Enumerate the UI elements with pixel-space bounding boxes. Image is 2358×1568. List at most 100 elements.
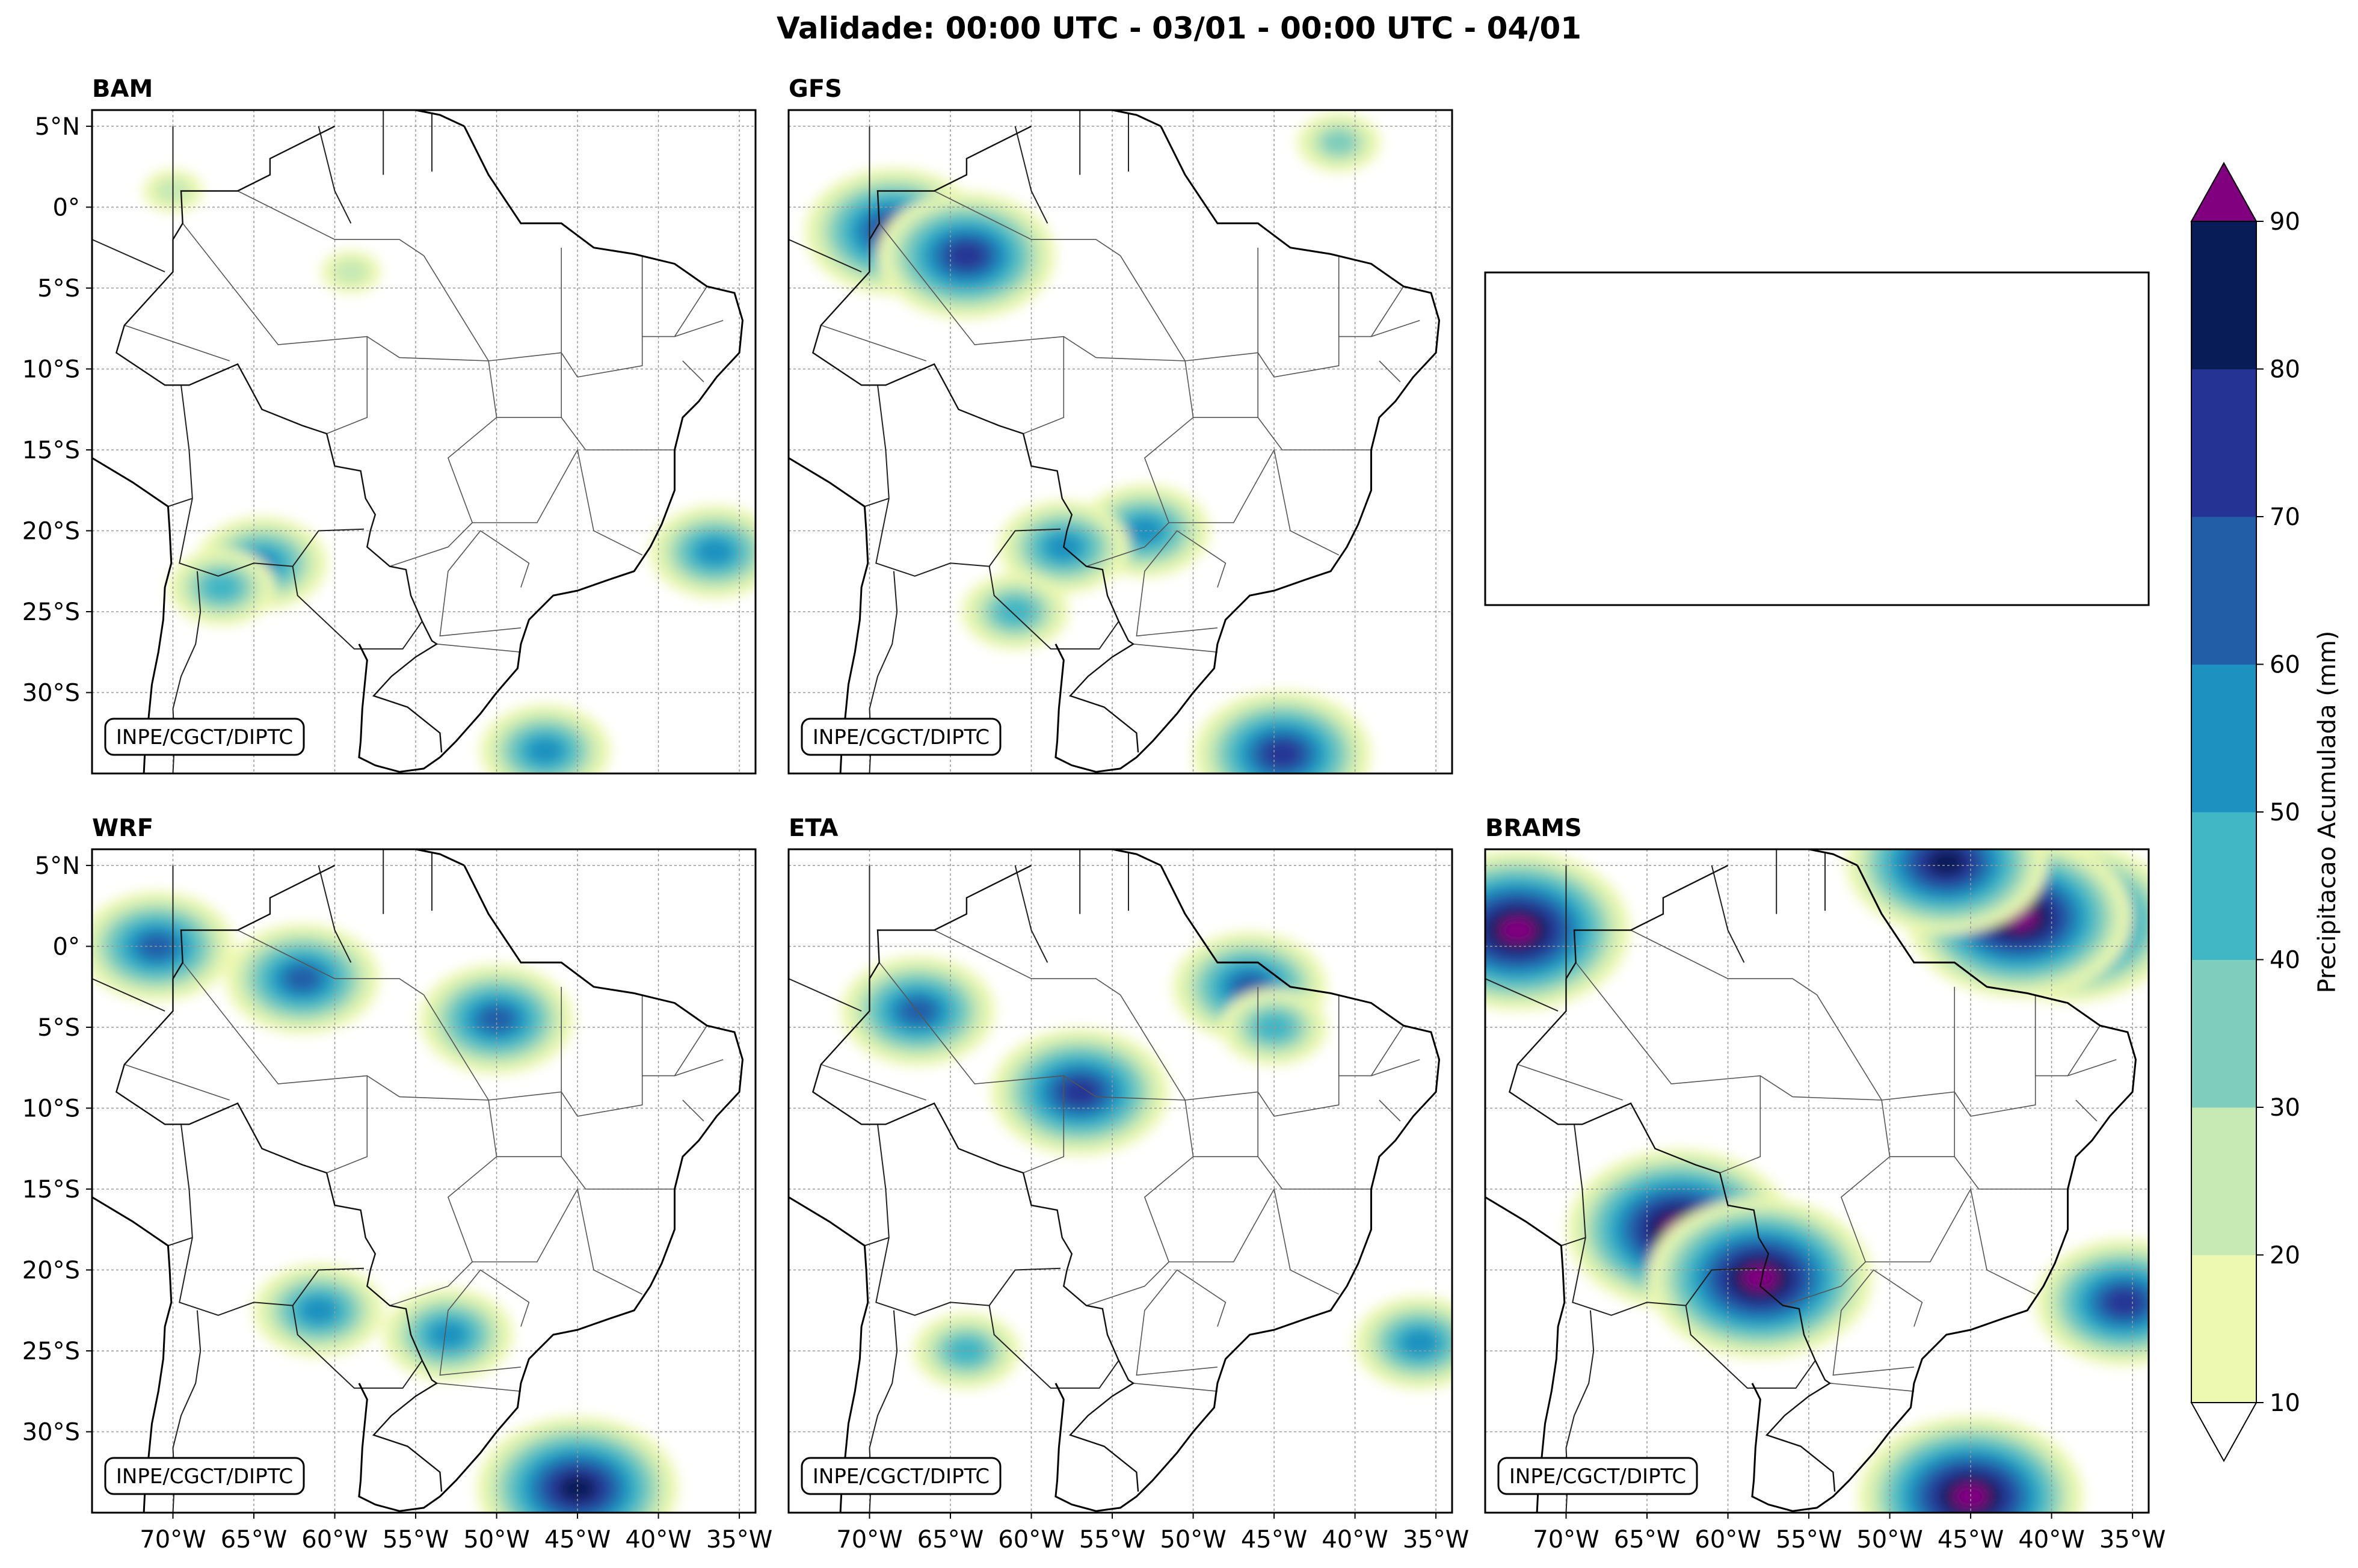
colorbar-extend-min — [2190, 1402, 2258, 1463]
lon-tick-label: 70°W — [1533, 1526, 1599, 1554]
lat-tick-label: 15°S — [22, 437, 80, 464]
map-frame — [787, 848, 1453, 1514]
lon-tick-label: 45°W — [544, 1526, 611, 1554]
lon-tick-label: 45°W — [1241, 1526, 1307, 1554]
lat-tick-label: 5°S — [37, 275, 80, 303]
colorbar-tick-label: 40 — [2270, 947, 2300, 974]
precip-blob — [1952, 1483, 1989, 1510]
map-frame — [91, 109, 757, 775]
colorbar-segment — [2191, 812, 2256, 960]
credit-text: INPE/CGCT/DIPTC — [813, 1465, 990, 1489]
lat-tick-label: 10°S — [22, 1095, 80, 1122]
panel-brams: BRAMS INPE/CGCT/DIPTC 70°W 65°W 60°W 55°W 50°W… — [1484, 814, 2166, 1554]
colorbar-extend-max — [2190, 161, 2258, 222]
colorbar-segment — [2191, 959, 2256, 1108]
credit-text: INPE/CGCT/DIPTC — [1509, 1465, 1686, 1489]
lat-tick-label: 0° — [53, 933, 80, 961]
precip-blob — [203, 574, 241, 601]
lon-tick-label: 35°W — [706, 1526, 772, 1554]
panel-title: ETA — [789, 814, 839, 842]
credit-text: INPE/CGCT/DIPTC — [813, 725, 990, 749]
lat-tick-label: 5°S — [37, 1014, 80, 1042]
map-panels: BAM INPE/CGCT/DIPTC 5°N 0° 5°S 10°S 15°S 20°S 25… — [22, 75, 2166, 1554]
lon-tick-label: 65°W — [917, 1526, 984, 1554]
precip-blob — [1320, 129, 1358, 156]
colorbar-segment — [2191, 1255, 2256, 1403]
lon-tick-label: 40°W — [2018, 1526, 2084, 1554]
map-borders — [92, 849, 744, 1513]
panel-bam: BAM INPE/CGCT/DIPTC 5°N 0° 5°S 10°S 15°S 20°S 25… — [22, 75, 757, 775]
precip-blob — [559, 1475, 596, 1502]
panel-eta: ETA INPE/CGCT/DIPTC 70°W 65°W 60°W 55°W 50°W 45… — [787, 814, 1469, 1554]
lat-tick-label: 5°N — [35, 113, 80, 141]
lat-tick-label: 5°N — [35, 852, 80, 880]
lon-tick-label: 50°W — [463, 1526, 529, 1554]
map-frame — [787, 109, 1453, 775]
credit-text: INPE/CGCT/DIPTC — [116, 1465, 293, 1489]
credit-label: INPE/CGCT/DIPTC — [104, 1457, 305, 1495]
lon-tick-label: 45°W — [1938, 1526, 2004, 1554]
precip-blob — [948, 242, 985, 269]
lon-tick-label: 55°W — [383, 1526, 449, 1554]
lat-tick-label: 15°S — [22, 1176, 80, 1204]
lon-tick-label: 70°W — [836, 1526, 902, 1554]
credit-text: INPE/CGCT/DIPTC — [116, 725, 293, 749]
colorbar: 10 20 30 40 50 60 70 80 90 Precipitacao Acumulada… — [2190, 161, 2341, 1463]
map-frame — [91, 848, 757, 1514]
precip-blob — [1061, 1078, 1099, 1105]
panel-title: WRF — [92, 814, 153, 842]
panel-title: BRAMS — [1485, 814, 1582, 842]
lat-tick-label: 30°S — [22, 679, 80, 707]
lon-tick-label: 60°W — [1695, 1526, 1761, 1554]
precip-blob — [899, 998, 937, 1025]
lon-tick-label: 70°W — [140, 1526, 206, 1554]
colorbar-tick-label: 10 — [2270, 1389, 2300, 1417]
precip-blob — [1263, 740, 1301, 767]
credit-label: INPE/CGCT/DIPTC — [104, 718, 305, 756]
precip-blob — [283, 965, 321, 992]
colorbar-segment — [2191, 517, 2256, 665]
colorbar-tick-label: 30 — [2270, 1094, 2300, 1122]
precip-blob — [948, 1337, 985, 1364]
colorbar-tick-label: 90 — [2270, 208, 2300, 236]
panel-wrf: WRF INPE/CGCT/DIPTC 5°N 0° 5°S 10°S 15°S 20°S 25… — [22, 814, 773, 1554]
figure-title: Validade: 00:00 UTC - 03/01 - 00:00 UTC … — [777, 11, 1581, 46]
lat-tick-label: 25°S — [22, 598, 80, 626]
credit-label: INPE/CGCT/DIPTC — [1497, 1457, 1698, 1495]
precip-blob — [429, 1321, 467, 1348]
lon-tick-label: 65°W — [221, 1526, 287, 1554]
colorbar-tick-label: 60 — [2270, 651, 2300, 679]
precip-blob — [1401, 1329, 1438, 1356]
lon-tick-label: 35°W — [1403, 1526, 1469, 1554]
lon-tick-label: 40°W — [625, 1526, 691, 1554]
precip-blob — [696, 538, 734, 565]
lon-tick-label: 60°W — [998, 1526, 1064, 1554]
precip-blob — [1255, 1013, 1293, 1041]
lat-tick-label: 30°S — [22, 1418, 80, 1446]
lon-tick-label: 35°W — [2099, 1526, 2166, 1554]
lon-tick-label: 50°W — [1160, 1526, 1226, 1554]
lat-tick-label: 25°S — [22, 1338, 80, 1365]
panel-title: GFS — [789, 75, 842, 103]
lon-tick-label: 60°W — [301, 1526, 368, 1554]
colorbar-tick-label: 20 — [2270, 1242, 2300, 1270]
colorbar-segment — [2191, 664, 2256, 813]
lon-tick-label: 55°W — [1776, 1526, 1842, 1554]
precip-blob — [1927, 849, 1965, 876]
panel-empty — [1484, 271, 2150, 606]
lon-tick-label: 55°W — [1079, 1526, 1145, 1554]
colorbar-tick-label: 70 — [2270, 503, 2300, 531]
precipitation-field — [143, 169, 756, 773]
lon-tick-label: 50°W — [1856, 1526, 1922, 1554]
colorbar-tick-label: 80 — [2270, 356, 2300, 384]
precip-blob — [526, 737, 564, 764]
credit-label: INPE/CGCT/DIPTC — [801, 718, 1002, 756]
panel-title: BAM — [92, 75, 153, 103]
lat-tick-label: 20°S — [22, 517, 80, 545]
lat-tick-label: 0° — [53, 194, 80, 221]
precip-blob — [332, 259, 370, 286]
lon-tick-label: 40°W — [1322, 1526, 1388, 1554]
precip-blob — [2105, 1289, 2143, 1316]
colorbar-tick-label: 50 — [2270, 799, 2300, 826]
